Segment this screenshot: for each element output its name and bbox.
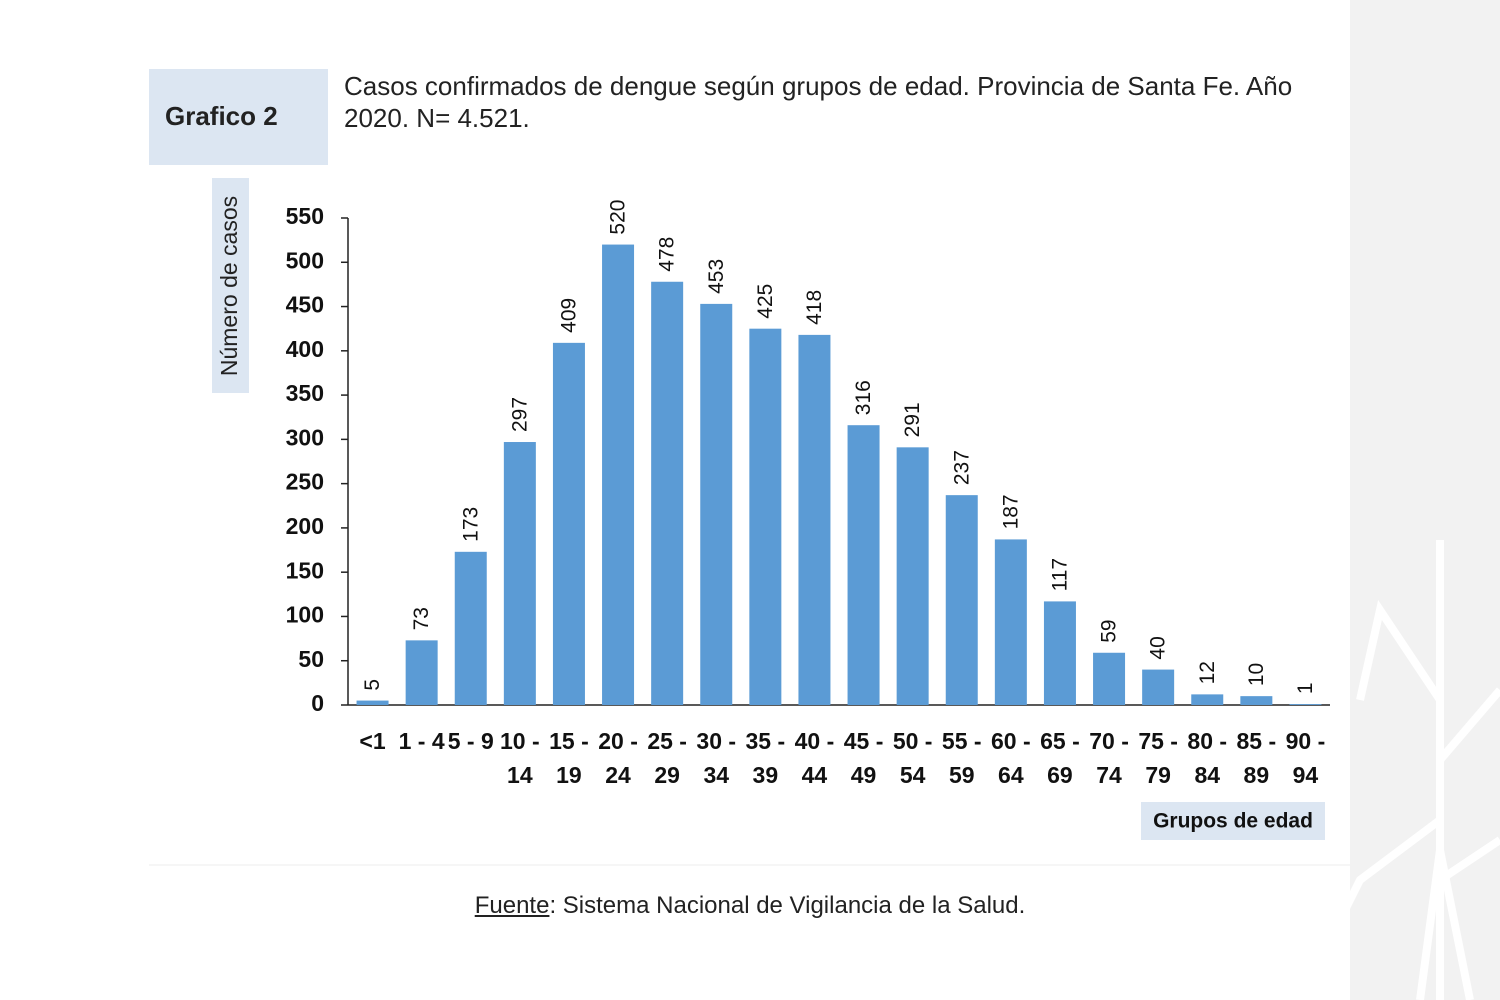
data-label: 453 <box>705 259 728 294</box>
x-tick-label: 55 - 59 <box>941 728 982 788</box>
x-tick-label: 40 - 44 <box>794 728 835 788</box>
bar <box>1240 696 1273 705</box>
bar <box>1142 669 1175 705</box>
bar <box>1191 694 1224 705</box>
bar <box>994 539 1027 705</box>
x-tick-label: 45 - 49 <box>843 728 884 788</box>
x-tick-label: 60 - 64 <box>991 728 1031 788</box>
x-tick-label: 10 - 14 <box>500 728 540 788</box>
data-label: 409 <box>557 298 580 333</box>
data-label: 5 <box>361 679 384 691</box>
data-label: 12 <box>1196 661 1219 684</box>
y-tick-label: 150 <box>286 557 324 583</box>
bar <box>945 495 978 705</box>
background-decoration <box>1350 0 1500 1000</box>
bar <box>454 551 487 705</box>
figure-label: Grafico 2 <box>165 101 278 131</box>
y-tick-label: 100 <box>286 602 324 628</box>
x-tick-label: 20 - 24 <box>598 728 638 788</box>
y-tick-label: 550 <box>286 203 324 229</box>
bar <box>749 328 782 705</box>
bar <box>356 700 389 705</box>
y-tick-label: 300 <box>286 424 324 450</box>
data-label: 73 <box>410 607 433 630</box>
bar <box>1043 601 1076 705</box>
bar <box>1289 704 1322 705</box>
y-tick-label: 350 <box>286 380 324 406</box>
x-tick-label: 25 - 29 <box>647 728 687 788</box>
y-tick-label: 500 <box>286 247 324 273</box>
data-label: 425 <box>754 284 777 319</box>
x-tick-label: 50 - 54 <box>892 728 933 788</box>
y-tick-label: 200 <box>286 513 324 539</box>
bar <box>700 303 733 705</box>
label-box <box>149 69 328 165</box>
data-label: 237 <box>950 450 973 485</box>
chart-title: Casos confirmados de dengue según grupos… <box>344 71 1293 133</box>
y-tick-label: 450 <box>286 292 324 318</box>
y-tick-label: 50 <box>298 646 324 672</box>
footer: Fuente: Sistema Nacional de Vigilancia d… <box>0 892 1500 920</box>
x-axis-label: Grupos de edad <box>1153 810 1313 833</box>
x-tick-label: 85 - 89 <box>1236 728 1277 788</box>
data-label: 297 <box>508 397 531 432</box>
x-tick-label: 30 - 34 <box>696 728 737 788</box>
data-label: 291 <box>901 402 924 437</box>
data-label: 418 <box>803 290 826 325</box>
y-axis-label: Número de casos <box>216 196 242 376</box>
data-label: 40 <box>1147 636 1170 659</box>
bar <box>847 425 880 705</box>
data-label: 59 <box>1098 619 1121 642</box>
x-tick-label: 5 - 9 <box>447 728 494 754</box>
source-label: Fuente <box>474 892 550 919</box>
y-label-box <box>212 178 249 393</box>
y-tick-label: 0 <box>311 690 324 716</box>
x-tick-label: <1 <box>359 728 386 754</box>
x-tick-label: 80 - 84 <box>1187 728 1228 788</box>
y-tick-label: 250 <box>286 469 324 495</box>
data-label: 1 <box>1294 682 1317 694</box>
x-tick-label: 15 - 19 <box>549 728 589 788</box>
data-label: 187 <box>999 494 1022 529</box>
data-label: 173 <box>459 507 482 542</box>
x-tick-label: 70 - 74 <box>1089 728 1129 788</box>
bar <box>552 342 585 705</box>
data-label: 316 <box>852 380 875 415</box>
x-tick-label: 65 - 69 <box>1040 728 1080 788</box>
y-tick-label: 400 <box>286 336 324 362</box>
bar <box>405 640 438 705</box>
x-label-box <box>1141 802 1325 840</box>
x-tick-label: 90 - 94 <box>1285 728 1326 788</box>
data-label: 117 <box>1048 558 1071 591</box>
source-text: : Sistema Nacional de Vigilancia de la S… <box>549 892 1026 919</box>
x-tick-label: 1 - 4 <box>398 728 445 754</box>
bar <box>503 442 536 705</box>
bar <box>651 281 684 705</box>
x-tick-label: 35 - 39 <box>745 728 786 788</box>
mosquito-decoration <box>1296 540 1500 1000</box>
data-label: 478 <box>656 237 679 272</box>
bar <box>1093 652 1126 705</box>
data-label: 520 <box>607 200 630 235</box>
bar <box>602 244 635 705</box>
data-label: 10 <box>1245 663 1268 686</box>
bar <box>896 447 929 705</box>
x-tick-label: 75 - 79 <box>1138 728 1178 788</box>
bar <box>798 334 831 705</box>
